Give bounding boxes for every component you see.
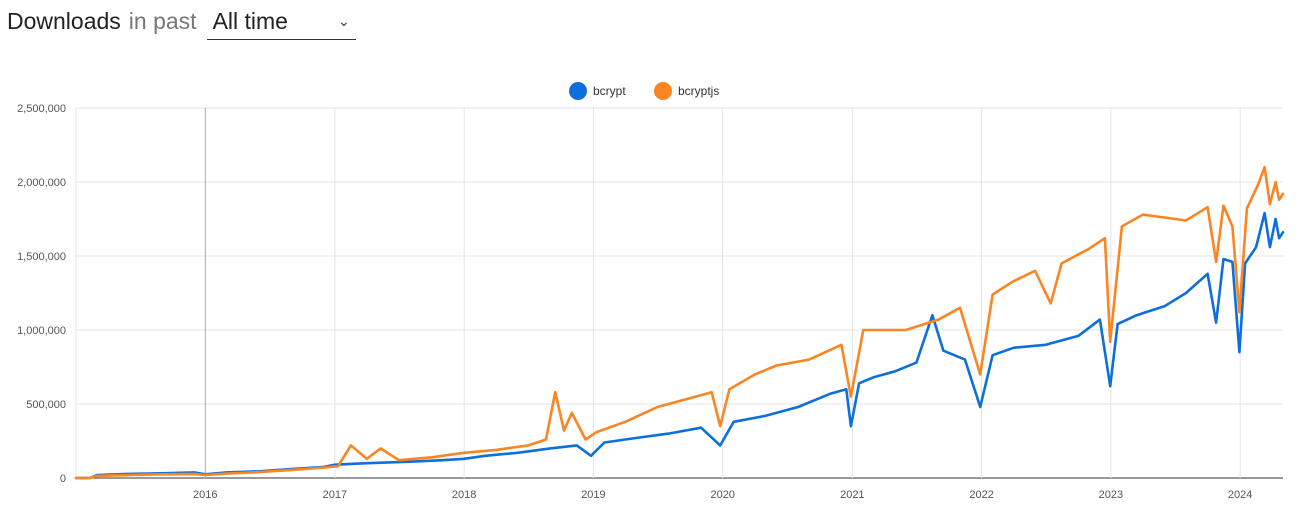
legend-marker-bcrypt: [569, 82, 587, 100]
y-tick-label: 500,000: [26, 399, 66, 411]
y-tick-label: 1,000,000: [17, 325, 66, 337]
y-tick-label: 2,500,000: [17, 103, 66, 115]
series-line-bcryptjs: [74, 165, 1285, 480]
legend: bcrypt bcryptjs: [569, 82, 719, 100]
x-tick-label: 2019: [581, 489, 605, 501]
downloads-header: Downloads in past All time ⌄: [7, 8, 356, 40]
legend-label-bcryptjs: bcryptjs: [678, 84, 719, 98]
y-tick-label: 1,500,000: [17, 251, 66, 263]
legend-marker-bcryptjs: [654, 82, 672, 100]
series-bcryptjs: [74, 165, 1285, 480]
period-label: in past: [128, 8, 197, 34]
x-tick-label: 2017: [323, 489, 347, 501]
x-tick-label: 2022: [969, 489, 993, 501]
y-tick-label: 0: [60, 473, 66, 485]
x-tick-label: 2020: [710, 489, 734, 501]
x-tick-label: 2021: [840, 489, 864, 501]
series-bcrypt: [74, 211, 1285, 480]
period-dropdown-value: All time: [212, 8, 288, 34]
x-tick-label: 2024: [1228, 489, 1252, 501]
x-tick-label: 2018: [452, 489, 476, 501]
x-tick-label: 2016: [193, 489, 217, 501]
legend-label-bcrypt: bcrypt: [593, 84, 626, 98]
period-dropdown[interactable]: All time ⌄: [206, 8, 356, 40]
series-line-bcrypt: [74, 211, 1285, 480]
x-tick-label: 2023: [1099, 489, 1123, 501]
chevron-down-icon: ⌄: [337, 13, 350, 29]
downloads-title: Downloads: [7, 8, 121, 34]
y-tick-label: 2,000,000: [17, 177, 66, 189]
